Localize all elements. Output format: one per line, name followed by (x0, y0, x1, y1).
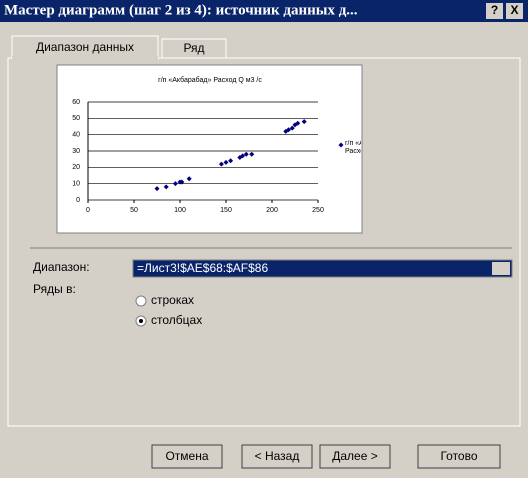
button[interactable] (151, 444, 223, 469)
button-label: Готово (440, 449, 477, 463)
legend-marker (338, 142, 344, 148)
y-tick-label: 40 (72, 132, 80, 139)
button[interactable] (241, 444, 313, 469)
x-tick-label: 50 (130, 207, 138, 214)
x-tick-label: 200 (266, 207, 278, 214)
close-button[interactable] (506, 3, 523, 19)
close-label: X (510, 3, 518, 17)
point (295, 120, 301, 126)
series-in-label: Ряды в: (33, 282, 76, 296)
y-tick-label: 20 (72, 164, 80, 171)
radio-dot (139, 319, 143, 323)
range-label: Диапазон: (33, 260, 90, 274)
tab-panel (7, 57, 521, 427)
chart-title: г/п «Акбарабад» Расход Q м3 /с (158, 76, 262, 84)
tab[interactable] (161, 38, 227, 59)
point (179, 179, 185, 185)
point (243, 151, 249, 157)
button-label: < Назад (255, 449, 300, 463)
x-tick-label: 250 (312, 207, 324, 214)
point (163, 184, 169, 190)
x-tick-label: 100 (174, 207, 186, 214)
legend-label: г/п «Акбарабад» Расход Q м3 /с (345, 140, 361, 155)
point (301, 119, 307, 125)
y-tick-label: 0 (76, 197, 80, 204)
tab-join (12, 56, 158, 60)
y-tick-label: 10 (72, 181, 80, 188)
point (240, 153, 246, 159)
y-tick-label: 60 (72, 99, 80, 106)
point (154, 186, 160, 192)
x-tick-label: 150 (220, 207, 232, 214)
radio[interactable] (135, 295, 147, 307)
range-input[interactable] (132, 259, 513, 278)
point (172, 181, 178, 187)
button[interactable] (319, 444, 391, 469)
tab-label: Ряд (183, 41, 204, 55)
window-title: Мастер диаграмм (шаг 2 из 4): источник д… (4, 2, 358, 18)
button-label: Отмена (165, 449, 208, 463)
point (289, 125, 295, 131)
tab-label: Диапазон данных (36, 40, 134, 54)
point (228, 158, 234, 164)
point (286, 127, 292, 133)
help-button[interactable] (486, 3, 503, 19)
radio-label: столбцах (151, 313, 202, 327)
x-tick-label: 0 (86, 207, 90, 214)
y-tick-label: 30 (72, 148, 80, 155)
chart-area (56, 64, 363, 234)
collapse-button[interactable] (492, 262, 510, 275)
range-value: =Лист3!$AE$68:$AF$86 (137, 261, 268, 275)
point (186, 176, 192, 182)
title-bar (0, 0, 528, 22)
legend: г/п «Акбарабад» Расход Q м3 /с (345, 140, 361, 155)
help-label: ? (491, 3, 498, 17)
button[interactable] (417, 444, 501, 469)
y-tick-label: 50 (72, 115, 80, 122)
point (223, 159, 229, 165)
point (249, 151, 255, 157)
radio-label: строках (151, 293, 194, 307)
button-label: Далее > (332, 449, 378, 463)
point (218, 161, 224, 167)
